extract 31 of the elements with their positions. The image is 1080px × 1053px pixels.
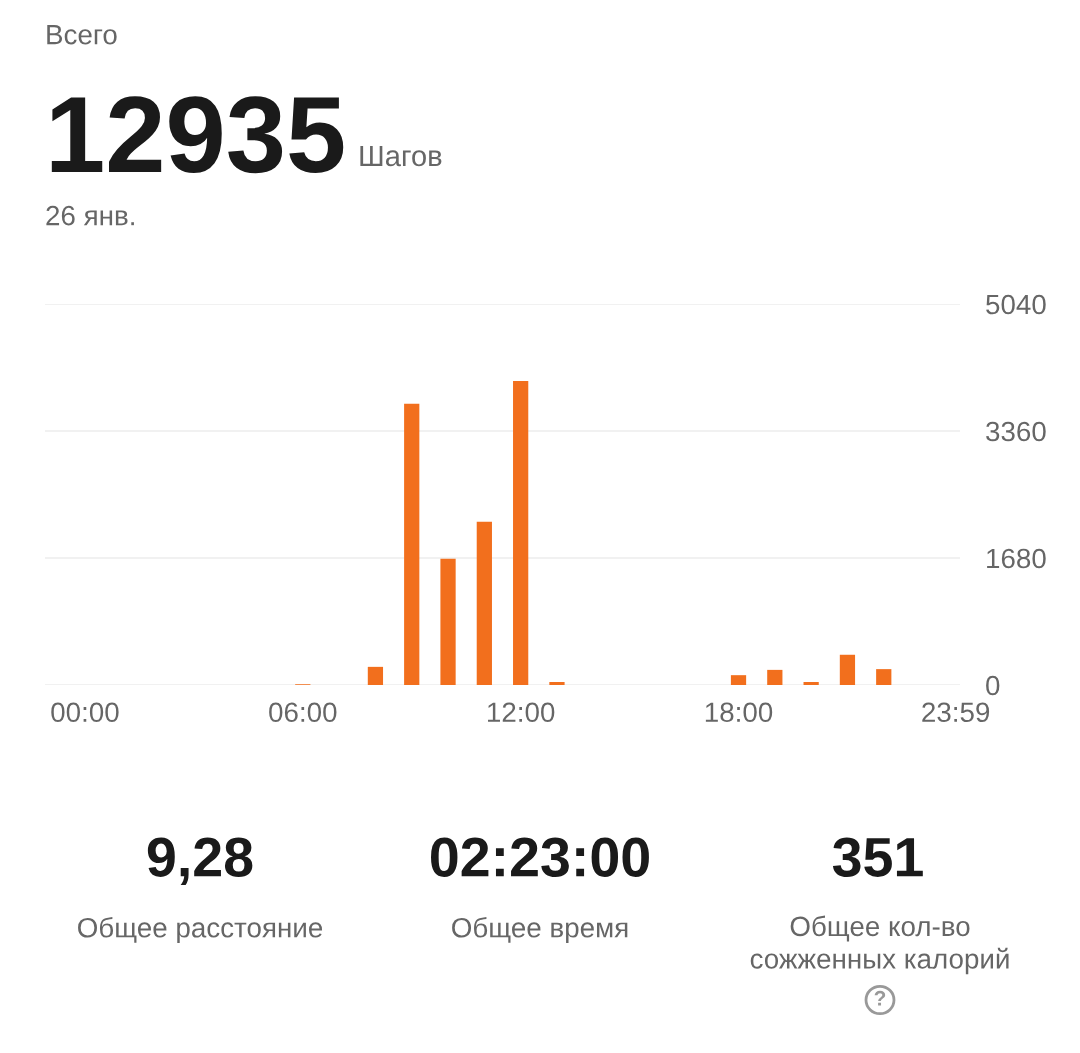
x-tick-label: 06:00 [269,702,337,723]
bar [876,669,892,685]
bar [839,654,856,685]
bar [404,403,420,685]
text: Общее время [452,916,628,944]
chart-subtitle: 26 янв. [46,205,134,226]
text: Общее расстояние [78,916,323,944]
x-tick-label: 23:59 [922,702,990,723]
bar [513,381,529,685]
text: 351 [832,837,923,877]
y-tick-label: 1680 [987,548,1046,569]
y-tick-label: 3360 [986,421,1046,442]
x-tick-label: 00:00 [51,702,119,723]
text: 02:23:00 [431,837,649,877]
y-tick-label: 5040 [986,294,1046,315]
bar [730,675,747,685]
bar [476,521,492,685]
chart-title: Всего [47,25,117,45]
x-tick-label: 18:00 [705,702,773,723]
text: Шагов [360,145,442,167]
text: ? [874,990,886,1006]
text: Общее кол-во сожженных калорий [750,915,1009,975]
y-tick-label: 0 [986,675,1000,696]
x-tick-label: 12:00 [488,702,555,723]
bar [440,558,456,685]
text: 12935 [51,96,344,174]
bar [803,681,819,685]
bar [767,669,783,685]
bar [549,681,565,685]
text: 9,28 [147,837,253,885]
bar [367,666,384,685]
